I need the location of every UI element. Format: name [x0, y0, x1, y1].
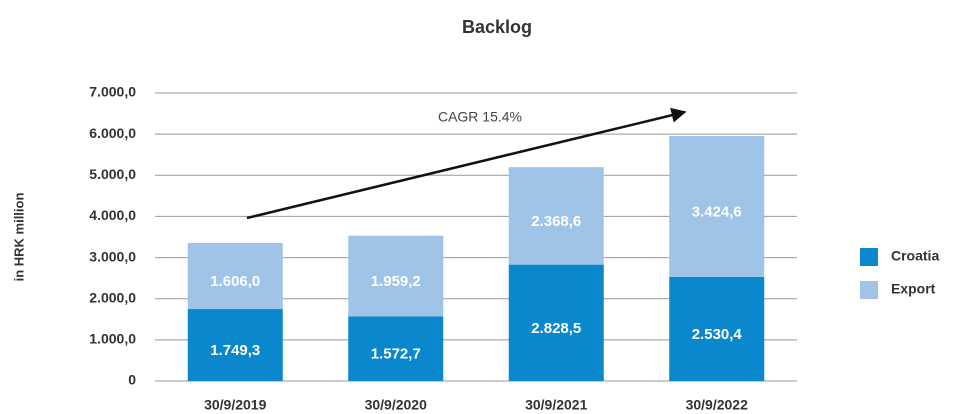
bar-segment: [348, 316, 444, 381]
value-label: 2.368,6: [531, 213, 581, 230]
y-tick-label: 1.000,0: [89, 331, 136, 347]
bar-segment: [669, 135, 765, 277]
legend-swatch: [860, 248, 878, 266]
y-tick-label: 2.000,0: [89, 289, 136, 305]
y-tick-label: 7.000,0: [89, 84, 136, 100]
y-tick-label: 0: [128, 372, 136, 388]
value-label: 1.749,3: [210, 342, 260, 359]
x-tick-label: 30/9/2021: [525, 397, 587, 413]
legend-label: Croatia: [891, 248, 939, 264]
plot: 0 1.000,0 2.000,0 3.000,0 4.000,0 5.000,0 6.00…: [89, 84, 939, 413]
x-tick-label: 30/9/2020: [365, 397, 427, 413]
value-label: 2.530,4: [692, 326, 743, 343]
x-tick-label: 30/9/2019: [204, 397, 266, 413]
value-label: 2.828,5: [531, 320, 581, 337]
y-axis-label: in HRK million: [11, 193, 26, 282]
bar-segment: [187, 242, 283, 310]
y-tick-label: 6.000,0: [89, 125, 136, 141]
y-tick-label: 3.000,0: [89, 248, 136, 264]
cagr-arrow: [246, 107, 687, 220]
annotation: CAGR 15.4%: [438, 109, 522, 125]
value-label: 3.424,6: [692, 203, 742, 220]
legend-swatch: [860, 281, 878, 299]
bar-segment: [669, 276, 765, 381]
bar-segment: [508, 264, 604, 381]
y-tick-label: 5.000,0: [89, 166, 136, 182]
bar-segment: [348, 235, 444, 317]
value-label: 1.572,7: [371, 346, 421, 363]
bar-segment: [187, 309, 283, 381]
value-label: 1.606,0: [210, 273, 260, 290]
legend-label: Export: [891, 281, 936, 297]
bar-segment: [508, 167, 604, 265]
chart-title: Backlog: [462, 17, 532, 37]
y-tick-label: 4.000,0: [89, 207, 136, 223]
x-tick-label: 30/9/2022: [686, 397, 748, 413]
value-label: 1.959,2: [371, 273, 421, 290]
